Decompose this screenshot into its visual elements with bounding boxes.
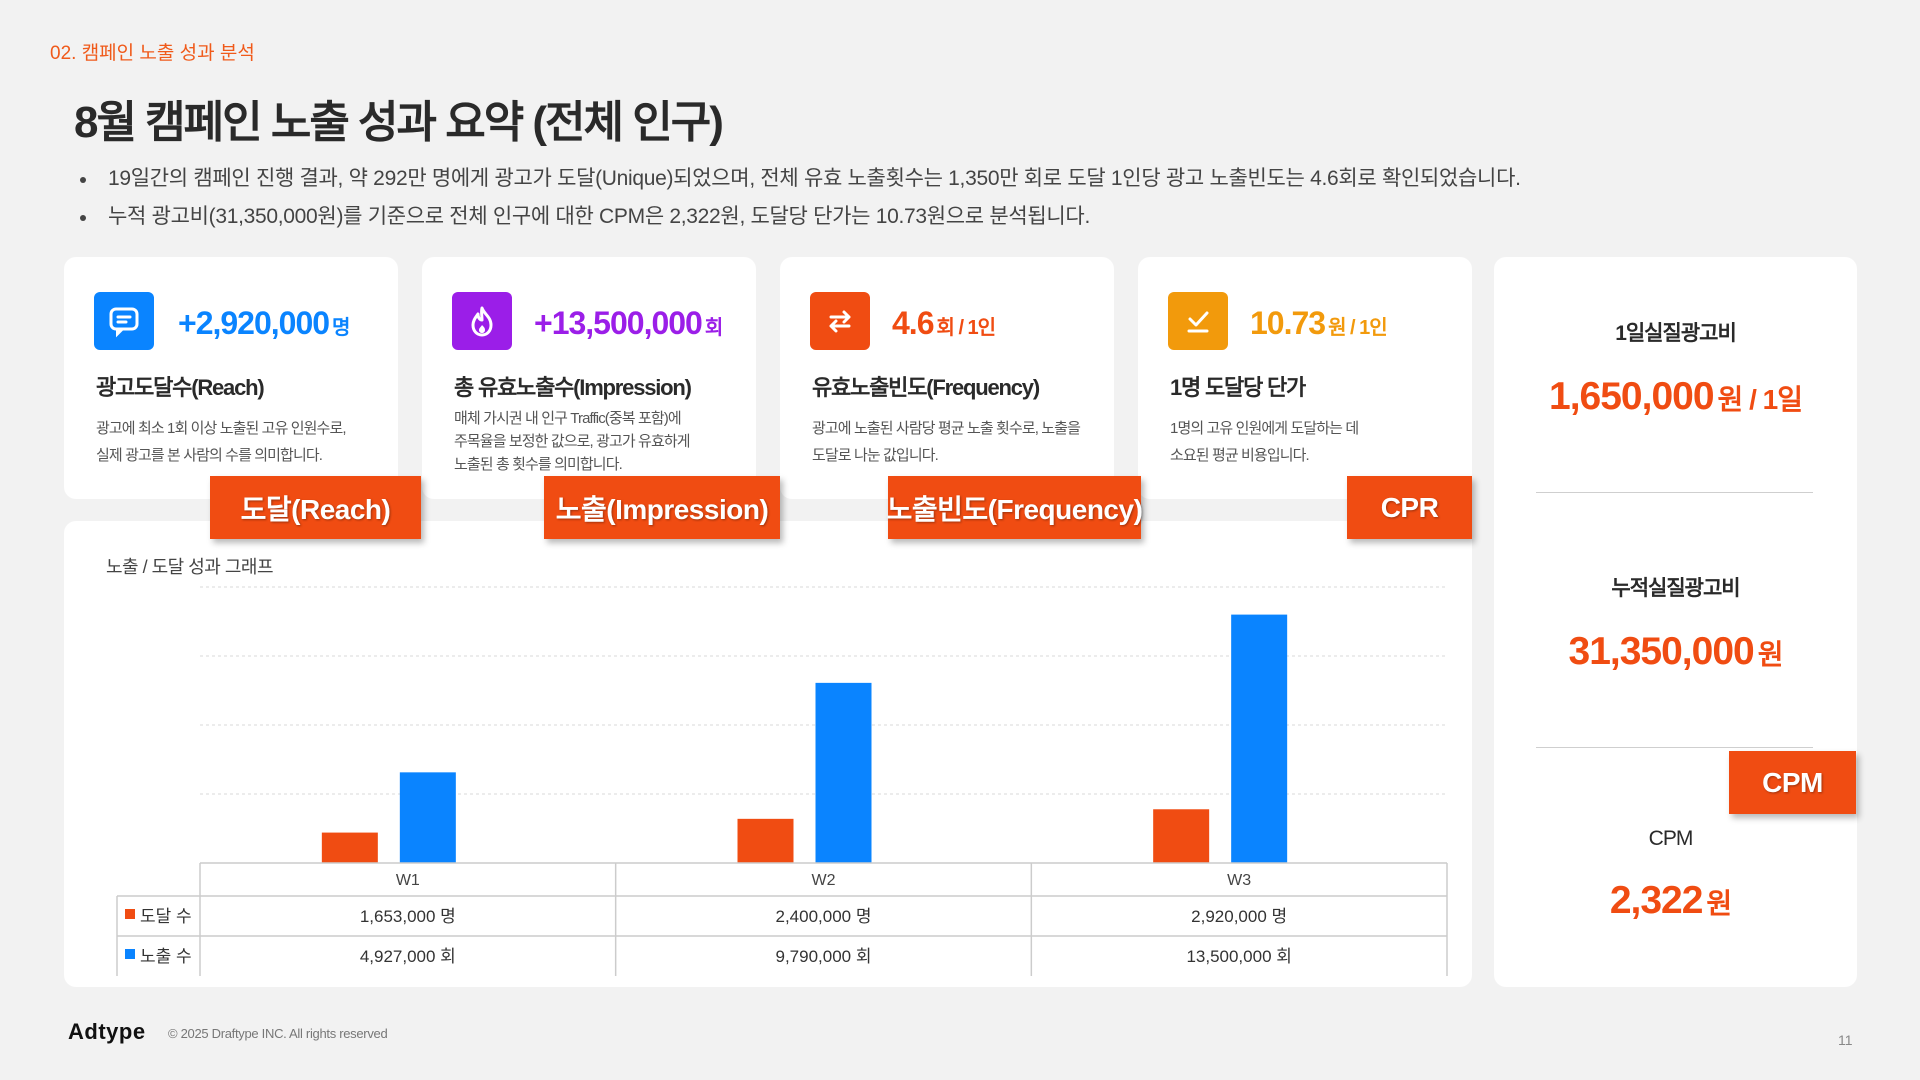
reach-desc: 광고에 최소 1회 이상 노출된 고유 인원수로, 실제 광고를 본 사람의 수를… (96, 420, 347, 464)
daily-cost-label: 1일실질광고비 (1615, 322, 1737, 345)
daily-cost-block: 1일실질광고비 1,650,000 원 / 1일 (1494, 317, 1857, 419)
data-label-reach-w2: 2,400,000 명 (776, 907, 872, 926)
tag-reach: 도달(Reach) (210, 476, 421, 539)
fire-icon (452, 292, 512, 350)
data-label-impression-w3: 13,500,000 회 (1186, 947, 1291, 966)
frequency-desc: 광고에 노출된 사람당 평균 노출 횟수로, 노출을 도달로 나눈 값입니다. (812, 420, 1081, 464)
daily-cost-value: 1,650,000 원 / 1일 (1549, 375, 1803, 418)
bar-impression-w1 (399, 772, 456, 863)
page-number: 11 (1838, 1032, 1853, 1048)
card-cpr: 10.73 원 / 1인 1명 도달당 단가 1명의 고유 인원에게 도달하는 데… (1138, 257, 1472, 499)
card-impression: +13,500,000 회 총 유효노출수(Impression) 매체 가시권 … (422, 257, 756, 499)
total-cost-value: 31,350,000 원 (1568, 630, 1784, 673)
legend-label-impression: 노출 수 (140, 947, 192, 966)
tick-label-w3: W3 (1227, 872, 1251, 889)
bar-impression-w2 (815, 682, 872, 863)
tick-label-w2: W2 (812, 872, 836, 889)
footer-logo: Adtype (68, 1019, 146, 1044)
data-label-impression-w2: 9,790,000 회 (776, 947, 872, 966)
data-label-reach-w3: 2,920,000 명 (1191, 907, 1287, 926)
impression-title: 총 유효노출수(Impression) (454, 375, 692, 400)
reach-value: +2,920,000 명 (178, 305, 350, 341)
summary-bullets: 19일간의 캠페인 진행 결과, 약 292만 명에게 광고가 도달(Uniqu… (80, 160, 1780, 236)
tick-label-w1: W1 (396, 872, 420, 889)
bullet-1: 19일간의 캠페인 진행 결과, 약 292만 명에게 광고가 도달(Uniqu… (80, 160, 1780, 198)
section-label: 02. 캠페인 노출 성과 분석 (50, 43, 255, 64)
tag-frequency: 노출빈도(Frequency) (887, 476, 1143, 539)
cpr-title: 1명 도달당 단가 (1170, 375, 1306, 400)
bar-reach-w2 (737, 818, 794, 863)
page-title: 8월 캠페인 노출 성과 요약 (전체 인구) (74, 98, 724, 147)
frequency-title: 유효노출빈도(Frequency) (812, 375, 1040, 400)
divider-2 (1536, 747, 1813, 748)
side-panel: 1일실질광고비 1,650,000 원 / 1일 누적실질광고비 31,350,0… (1494, 257, 1857, 987)
tag-cpr: CPR (1347, 476, 1472, 539)
chat-icon (94, 292, 154, 350)
tag-cpm: CPM (1729, 751, 1856, 814)
check-icon (1168, 292, 1228, 350)
legend-swatch-reach (125, 909, 135, 919)
tag-impression: 노출(Impression) (544, 476, 780, 539)
chart-panel: 노출 / 도달 성과 그래프 W1 W2 W3 도달 수 1,653,000 명 2,40… (64, 521, 1472, 987)
card-reach: +2,920,000 명 광고도달수(Reach) 광고에 최소 1회 이상 노출… (64, 257, 398, 499)
impression-desc: 매체 가시권 내 인구 Traffic(중복 포함)에 주목율을 보정한 값으로,… (454, 410, 691, 473)
bar-impression-w3 (1231, 614, 1288, 863)
card-frequency: 4.6 회 / 1인 유효노출빈도(Frequency) 광고에 노출된 사람당 … (780, 257, 1114, 499)
impression-value: +13,500,000 회 (534, 305, 723, 341)
footer-copyright: © 2025 Draftype INC. All rights reserved (168, 1026, 388, 1041)
bar-reach-w1 (321, 832, 378, 863)
swap-arrows-icon (810, 292, 870, 350)
data-label-reach-w1: 1,653,000 명 (360, 907, 456, 926)
bar-reach-w3 (1153, 809, 1210, 863)
total-cost-block: 누적실질광고비 31,350,000 원 (1494, 572, 1857, 674)
cpm-value: 2,322 원 (1609, 879, 1732, 922)
chart-title: 노출 / 도달 성과 그래프 (106, 557, 274, 577)
frequency-value: 4.6 회 / 1인 (892, 305, 996, 341)
bar-chart: W1 W2 W3 도달 수 1,653,000 명 2,400,000 명 2,920,00… (116, 586, 1448, 976)
legend-label-reach: 도달 수 (140, 907, 192, 926)
reach-title: 광고도달수(Reach) (96, 375, 265, 400)
total-cost-label: 누적실질광고비 (1611, 577, 1740, 600)
bullet-2: 누적 광고비(31,350,000원)를 기준으로 전체 인구에 대한 CPM은… (80, 198, 1780, 236)
divider-1 (1536, 492, 1813, 493)
legend-swatch-impression (125, 949, 135, 959)
data-label-impression-w1: 4,927,000 회 (360, 947, 456, 966)
cpr-value: 10.73 원 / 1인 (1250, 305, 1388, 341)
cpr-desc: 1명의 고유 인원에게 도달하는 데 소요된 평균 비용입니다. (1170, 420, 1359, 464)
cpm-label: CPM (1648, 827, 1694, 850)
cpm-block: CPM 2,322 원 (1489, 827, 1852, 923)
